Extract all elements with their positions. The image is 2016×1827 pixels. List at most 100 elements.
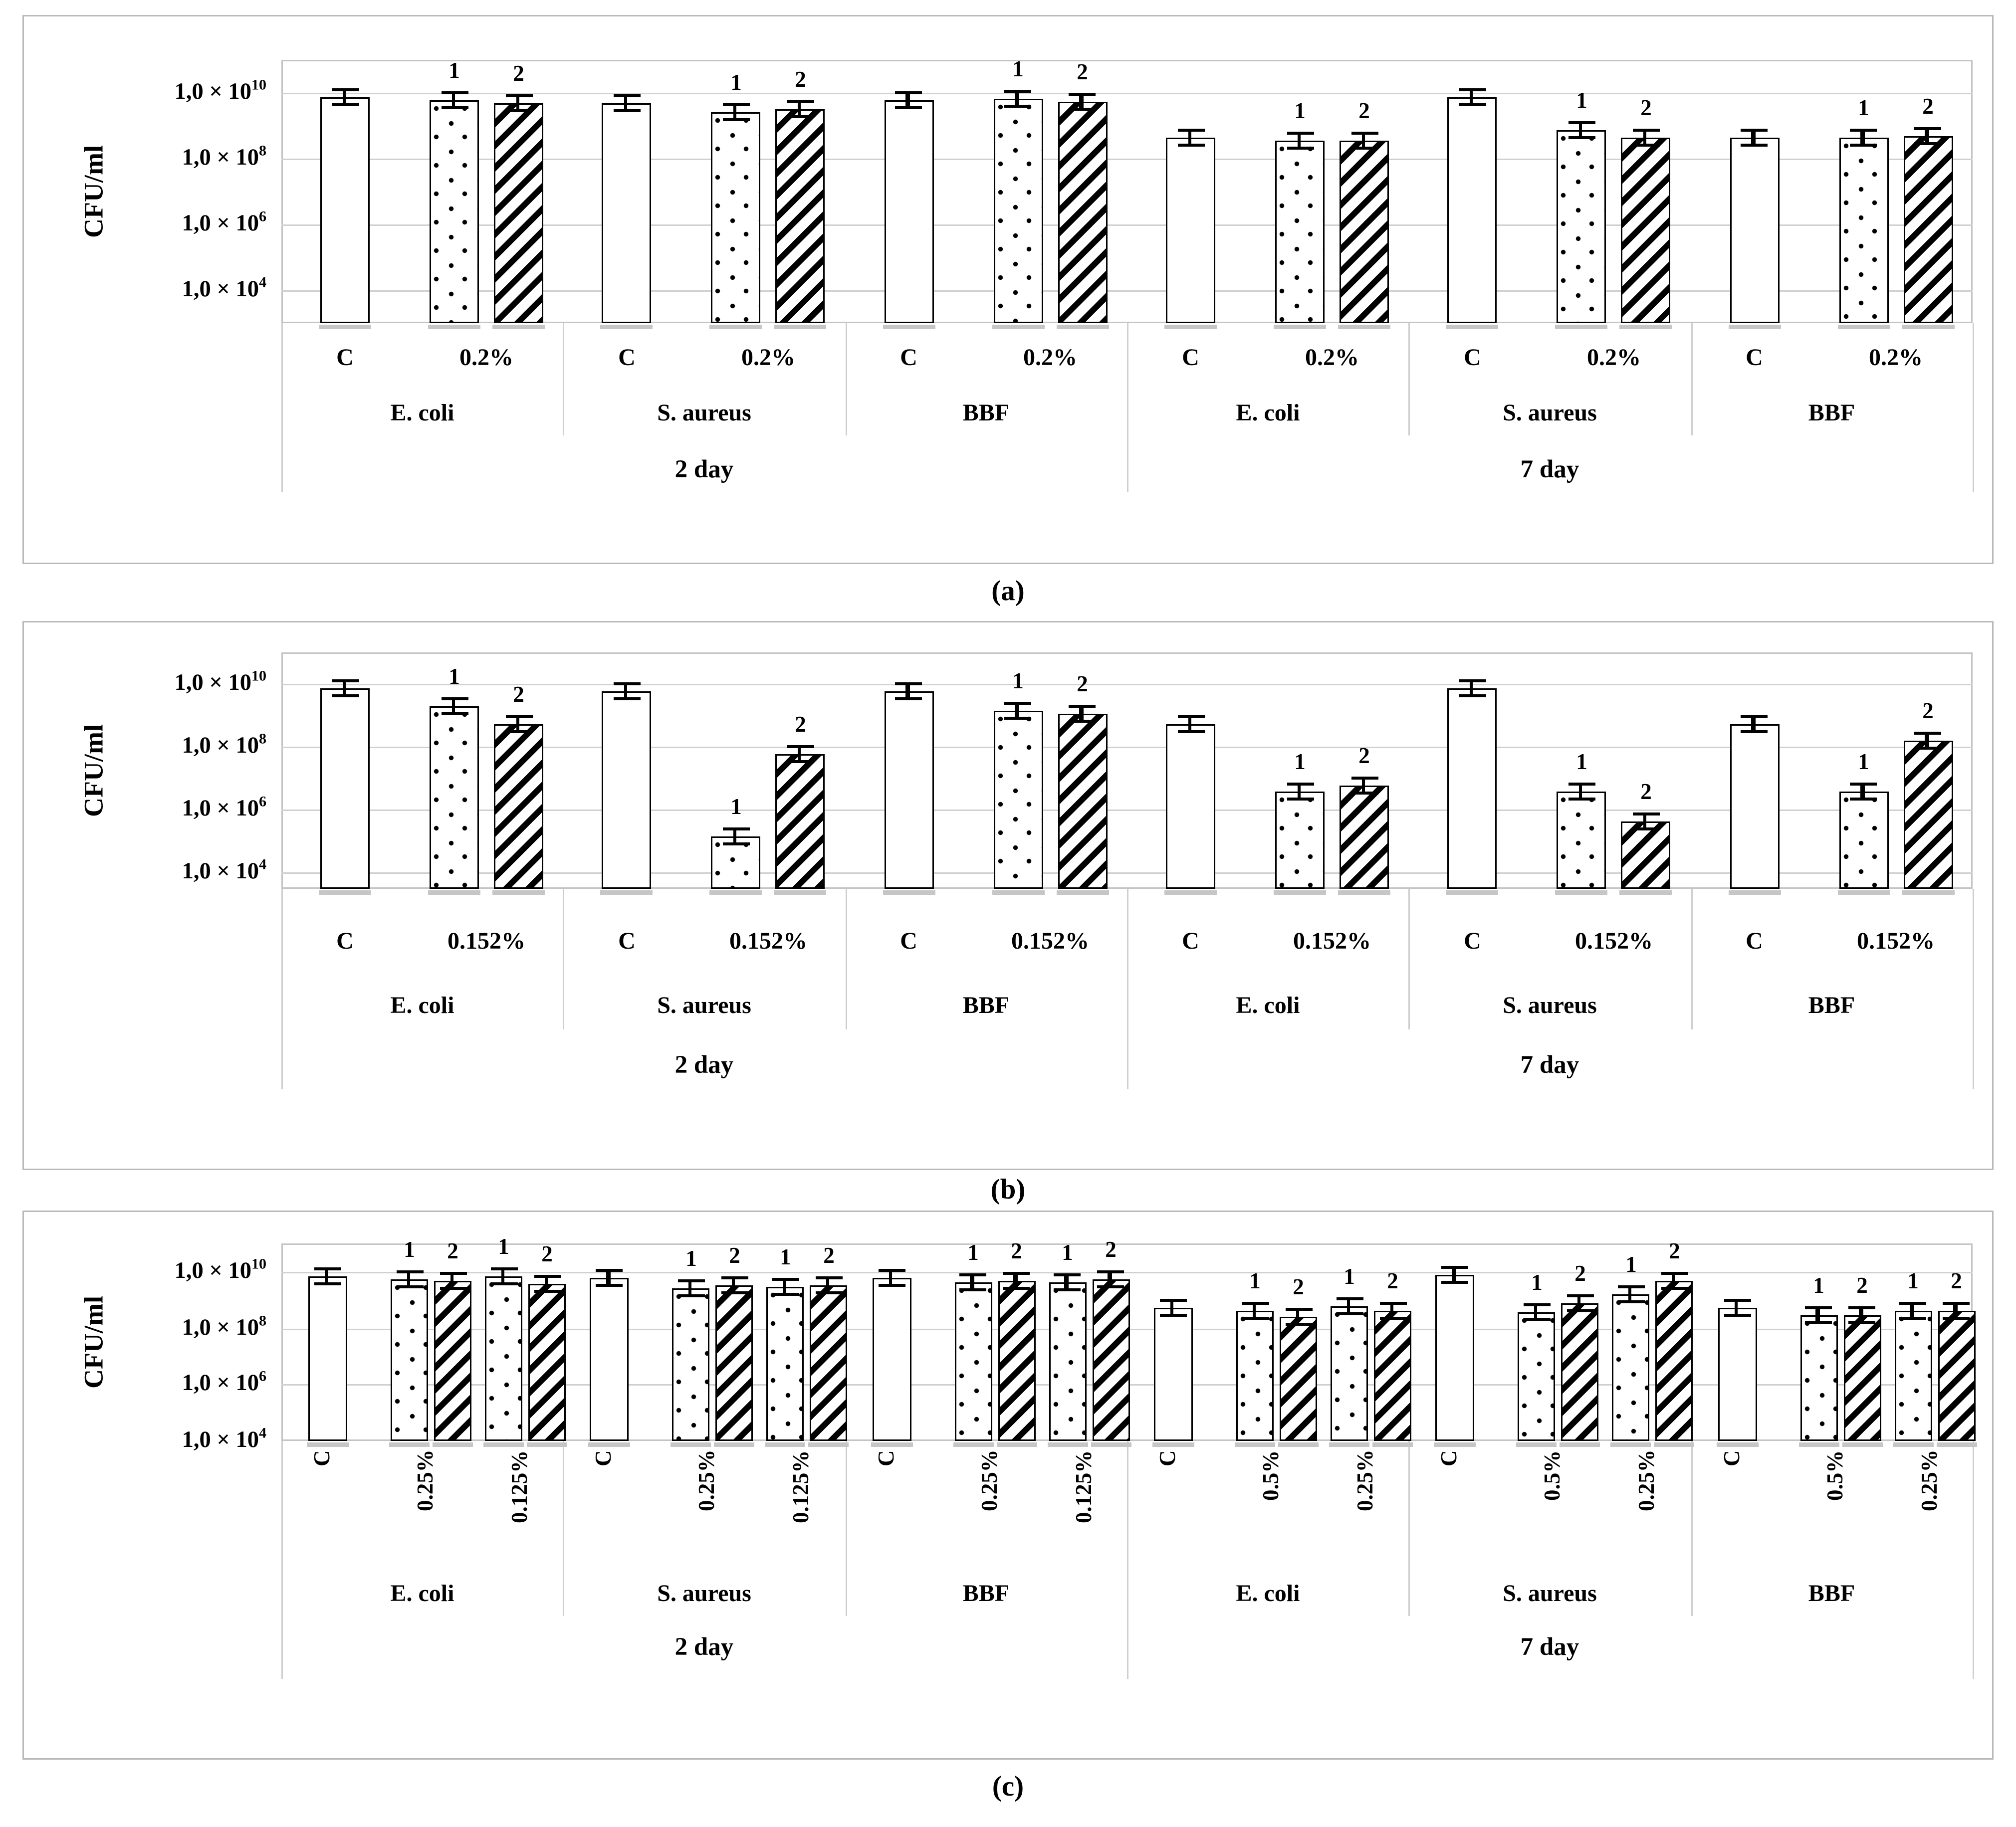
species-label: S. aureus xyxy=(657,401,751,426)
error-bar xyxy=(533,1274,561,1293)
treatment-label: 0.25% xyxy=(415,1450,439,1512)
treatment-label: 0.152% xyxy=(729,929,807,955)
error-bar xyxy=(1441,1265,1469,1284)
bar-series-2 xyxy=(1619,137,1672,330)
bar-series-2 xyxy=(492,102,545,330)
treatment-label: 0.2% xyxy=(1305,346,1359,371)
bar-number-label: 1 xyxy=(1344,1266,1355,1291)
error-bar xyxy=(1177,716,1204,734)
bar-control xyxy=(882,100,935,330)
y-tick-label: 1,0 × 104 xyxy=(182,275,266,302)
treatment-label: 0.5% xyxy=(1260,1450,1284,1501)
treatment-label: 0.125% xyxy=(790,1450,815,1523)
bar-number-label: 2 xyxy=(823,1244,835,1269)
panel-a: CFU/ml 1,0 × 1010 1,0 × 108 1,0 × 106 1,0 × … xyxy=(22,15,1994,564)
bar-series-2 xyxy=(1936,1310,1977,1448)
treatment-label: 0.125% xyxy=(509,1450,533,1523)
species-separator-line xyxy=(563,1441,565,1616)
gridline xyxy=(281,1271,1973,1273)
y-tick-label: 1,0 × 106 xyxy=(182,795,266,822)
y-tick-label: 1,0 × 108 xyxy=(182,732,266,759)
treatment-label: 0.25% xyxy=(696,1450,720,1512)
bar-series-1 xyxy=(1516,1312,1557,1447)
gridline xyxy=(281,684,1973,686)
error-bar xyxy=(677,1278,705,1297)
treatment-label: 0.152% xyxy=(1574,929,1653,955)
panel-b: CFU/ml 1,0 × 1010 1,0 × 108 1,0 × 106 1,0 × … xyxy=(22,621,1994,1170)
treatment-label-rotated: 0.25% xyxy=(415,1450,448,1592)
error-bar xyxy=(772,1277,799,1296)
day-label: 2 day xyxy=(674,1050,734,1079)
bar-series-2 xyxy=(1619,820,1672,896)
error-bar xyxy=(895,682,922,700)
treatment-label-rotated: 0.25% xyxy=(978,1450,1011,1592)
bar-series-1 xyxy=(1235,1311,1275,1446)
species-label: S. aureus xyxy=(657,994,751,1019)
bar-series-1 xyxy=(483,1276,524,1447)
bar-number-label: 1 xyxy=(1012,670,1024,695)
day-label: 7 day xyxy=(1520,1632,1579,1661)
bar-number-label: 2 xyxy=(1669,1240,1680,1265)
error-bar xyxy=(1661,1272,1688,1290)
bar-series-2 xyxy=(1056,101,1109,330)
error-bar xyxy=(722,827,750,845)
panel-c: CFU/ml 1,0 × 1010 1,0 × 108 1,0 × 106 1,0 × … xyxy=(22,1211,1994,1760)
error-bar xyxy=(1523,1303,1551,1321)
error-bar xyxy=(1459,679,1486,698)
bar-series-1 xyxy=(1329,1307,1369,1446)
treatment-label: 0.152% xyxy=(448,929,525,955)
gridline xyxy=(281,873,1973,875)
bar-number-label: 2 xyxy=(1077,61,1088,85)
treatment-label: 0.5% xyxy=(1542,1450,1566,1501)
bar-number-label: 2 xyxy=(1358,745,1370,769)
error-bar xyxy=(505,93,532,112)
species-separator-line xyxy=(563,323,565,435)
treatment-label: 0.125% xyxy=(1072,1450,1097,1523)
error-bar xyxy=(1379,1302,1406,1321)
treatment-label: C xyxy=(1157,1450,1181,1466)
bar-series-2 xyxy=(774,109,827,330)
error-bar xyxy=(1943,1301,1970,1319)
label-area-edge-line xyxy=(1973,1441,1974,1679)
y-tick-label: 1,0 × 104 xyxy=(182,1425,266,1453)
bar-number-label: 1 xyxy=(1907,1269,1919,1294)
treatment-label: 0.5% xyxy=(1823,1450,1848,1501)
treatment-label: 0.2% xyxy=(1586,346,1641,371)
error-bar xyxy=(1850,782,1877,800)
treatment-label-rotated: 0.25% xyxy=(696,1450,729,1592)
bar-control xyxy=(1164,137,1217,330)
treatment-label-rotated: 0.25% xyxy=(1918,1450,1951,1592)
treatment-label: 0.152% xyxy=(1856,929,1935,955)
treatment-label: C xyxy=(336,346,354,371)
bar-series-1 xyxy=(389,1279,430,1447)
treatment-label: C xyxy=(1464,929,1481,955)
y-tick-label: 1,0 × 1010 xyxy=(174,668,266,696)
bar-series-1 xyxy=(1555,131,1608,329)
treatment-label: 0.25% xyxy=(1354,1450,1378,1512)
bar-series-1 xyxy=(428,706,480,895)
bar-control xyxy=(870,1278,912,1447)
species-label: S. aureus xyxy=(1503,401,1597,426)
bar-number-label: 1 xyxy=(1012,58,1024,83)
day-separator-line xyxy=(1127,1441,1128,1679)
bar-number-label: 2 xyxy=(795,68,806,93)
treatment-label-rotated: C xyxy=(1157,1450,1190,1592)
treatment-label: C xyxy=(1464,346,1481,371)
caption-b: (b) xyxy=(990,1174,1026,1206)
treatment-label: 0.2% xyxy=(741,346,795,371)
label-area-edge-line xyxy=(281,1441,283,1679)
treatment-label-rotated: C xyxy=(1439,1450,1472,1592)
bar-number-label: 1 xyxy=(1813,1275,1824,1299)
error-bar xyxy=(613,682,641,700)
bar-number-label: 2 xyxy=(1640,96,1652,121)
error-bar xyxy=(505,716,532,734)
error-bar xyxy=(787,745,814,763)
bar-number-label: 1 xyxy=(498,1236,509,1260)
species-label: E. coli xyxy=(390,1582,454,1607)
bar-number-label: 2 xyxy=(1011,1240,1022,1265)
bar-number-label: 2 xyxy=(1358,100,1370,125)
species-label: BBF xyxy=(962,401,1010,426)
label-area-edge-line xyxy=(281,889,283,1089)
bar-number-label: 2 xyxy=(729,1244,740,1269)
treatment-label-rotated: C xyxy=(875,1450,908,1592)
